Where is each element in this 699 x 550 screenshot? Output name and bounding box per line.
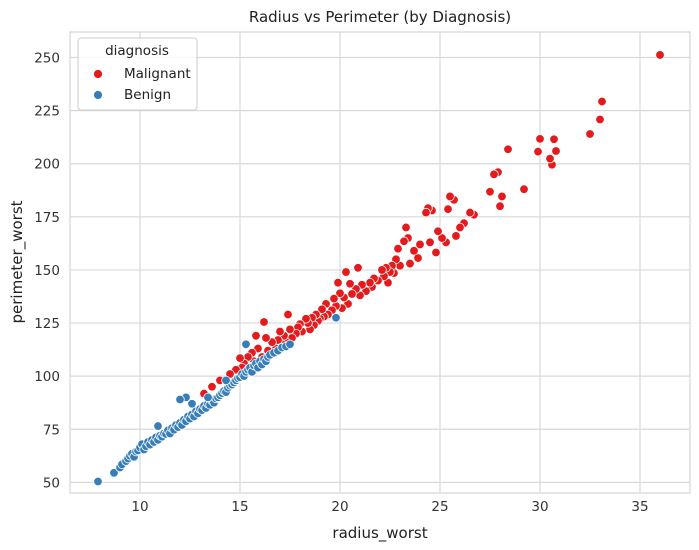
data-point-malignant	[421, 207, 431, 218]
legend: diagnosis Malignant Benign	[77, 37, 198, 111]
data-point-malignant	[595, 114, 605, 125]
y-tick-label: 50	[43, 475, 60, 491]
legend-marker-benign	[93, 90, 103, 100]
data-point-malignant	[347, 289, 357, 299]
x-tick-label: 15	[231, 499, 248, 515]
data-point-benign	[175, 394, 185, 405]
data-point-malignant	[519, 184, 529, 194]
data-point-malignant	[455, 222, 465, 233]
x-axis-label: radius_worst	[332, 524, 427, 543]
axis-ticks: 10 15 20 25 30 35 50 75 100 125 150 175 200 225 250	[34, 50, 648, 515]
legend-marker-malignant	[93, 69, 103, 79]
data-point-malignant	[431, 247, 441, 258]
y-tick-label: 75	[43, 422, 60, 438]
data-point-benign	[331, 313, 341, 323]
data-point-malignant	[405, 258, 415, 269]
grid-lines	[70, 32, 690, 493]
y-tick-label: 175	[34, 210, 60, 226]
x-tick-label: 25	[431, 499, 448, 515]
data-point-malignant	[549, 134, 559, 144]
y-tick-label: 125	[34, 316, 60, 332]
data-point-malignant	[437, 233, 447, 243]
data-point-benign	[187, 399, 197, 409]
y-tick-label: 225	[34, 104, 60, 120]
data-point-malignant	[261, 333, 271, 343]
data-point-malignant	[377, 265, 387, 275]
data-point-malignant	[345, 279, 355, 289]
chart-title: Radius vs Perimeter (by Diagnosis)	[249, 8, 511, 26]
data-point-malignant	[301, 314, 311, 324]
data-point-malignant	[415, 239, 425, 250]
y-tick-label: 250	[34, 50, 60, 66]
data-point-malignant	[285, 324, 295, 335]
data-point-malignant	[497, 191, 507, 202]
data-point-malignant	[329, 293, 339, 304]
data-point-benign	[203, 392, 213, 403]
data-point-malignant	[451, 231, 461, 241]
data-point-malignant	[655, 50, 665, 60]
data-point-malignant	[365, 277, 375, 288]
data-point-malignant	[425, 237, 435, 248]
data-point-benign	[285, 339, 295, 349]
data-point-malignant	[283, 309, 293, 320]
data-point-malignant	[259, 317, 269, 327]
data-point-malignant	[445, 191, 455, 202]
data-point-malignant	[495, 201, 505, 211]
data-point-malignant	[465, 207, 475, 218]
data-point-benign	[153, 421, 163, 431]
data-point-malignant	[207, 382, 217, 392]
data-point-malignant	[545, 153, 555, 164]
x-tick-label: 10	[131, 499, 148, 515]
data-point-malignant	[353, 263, 363, 273]
data-point-malignant	[535, 134, 545, 144]
legend-title: diagnosis	[105, 43, 169, 59]
data-points	[93, 50, 665, 487]
data-point-malignant	[401, 222, 411, 233]
data-point-benign	[93, 476, 103, 487]
data-point-malignant	[597, 96, 607, 107]
data-point-malignant	[489, 169, 499, 180]
x-tick-label: 20	[331, 499, 348, 515]
data-point-malignant	[341, 267, 351, 277]
y-axis-label: perimeter_worst	[8, 200, 27, 323]
data-point-benign	[109, 468, 119, 478]
data-point-malignant	[433, 226, 443, 236]
data-point-malignant	[551, 146, 561, 156]
y-tick-label: 150	[34, 263, 60, 279]
legend-label-benign: Benign	[124, 87, 171, 103]
y-tick-label: 100	[34, 369, 60, 385]
data-point-malignant	[533, 146, 543, 157]
data-point-malignant	[275, 326, 285, 337]
data-point-malignant	[251, 331, 261, 341]
data-point-benign	[221, 375, 231, 386]
data-point-malignant	[333, 277, 343, 288]
data-point-malignant	[317, 304, 327, 314]
data-point-malignant	[413, 253, 423, 263]
data-point-malignant	[399, 236, 409, 246]
y-tick-label: 200	[34, 157, 60, 173]
data-point-malignant	[585, 129, 595, 139]
data-point-malignant	[409, 246, 419, 256]
data-point-malignant	[485, 187, 495, 197]
data-point-malignant	[335, 288, 345, 299]
data-point-benign	[241, 339, 251, 349]
x-tick-label: 30	[531, 499, 548, 515]
legend-box	[77, 37, 198, 111]
data-point-malignant	[443, 204, 453, 214]
data-point-malignant	[235, 353, 245, 363]
data-point-malignant	[503, 144, 513, 154]
data-point-malignant	[393, 243, 403, 254]
legend-label-malignant: Malignant	[124, 66, 191, 82]
x-tick-label: 35	[631, 499, 648, 515]
